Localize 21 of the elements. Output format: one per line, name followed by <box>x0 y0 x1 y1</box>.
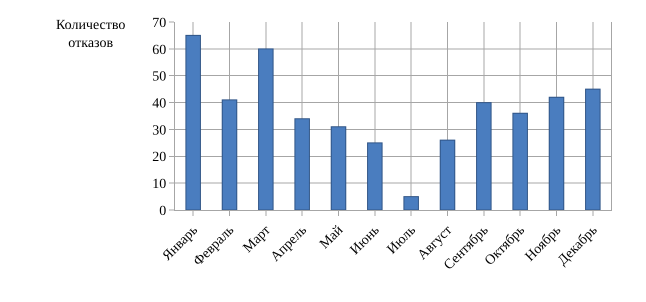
bar <box>330 126 346 210</box>
bar <box>222 99 238 210</box>
bar <box>585 88 601 210</box>
y-tick-label: 0 <box>159 204 166 219</box>
bar <box>548 96 564 210</box>
bar <box>185 34 201 210</box>
y-tick-label: 70 <box>152 16 166 31</box>
bar <box>258 48 274 210</box>
y-tick-label: 10 <box>152 177 166 192</box>
y-axis-title: Количество отказов <box>56 18 126 52</box>
y-tick-label: 20 <box>152 150 166 166</box>
bar <box>440 140 456 210</box>
y-tick-label: 30 <box>152 123 166 138</box>
bar <box>367 142 383 210</box>
y-tick-label: 60 <box>152 42 166 58</box>
bar <box>512 112 528 210</box>
bar <box>403 196 419 210</box>
y-tick-label: 40 <box>152 96 166 112</box>
bar <box>476 102 492 210</box>
bar <box>294 118 310 210</box>
y-tick-label: 50 <box>152 70 166 85</box>
